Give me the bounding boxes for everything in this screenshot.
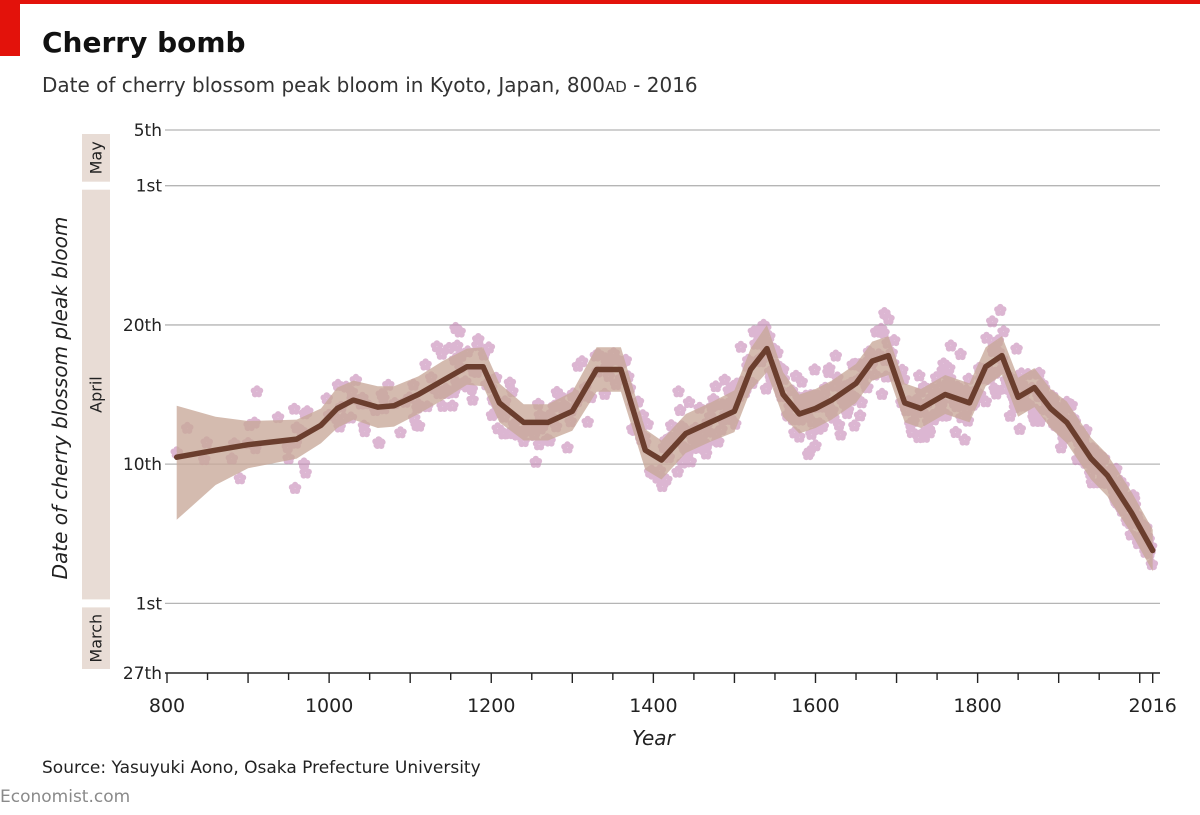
blossom-point	[979, 395, 993, 408]
subtitle-end: - 2016	[626, 73, 698, 97]
confidence-band	[176, 324, 1153, 572]
x-tick-label: 1400	[629, 695, 677, 717]
blossom-point	[682, 395, 696, 409]
x-tick-label: 1200	[467, 695, 515, 717]
blossom-point	[250, 385, 264, 398]
x-axis-title: Year	[632, 726, 677, 750]
blossom-point	[793, 430, 806, 443]
blossom-point	[684, 455, 697, 468]
blossom-point	[949, 425, 963, 439]
y-tick-label: 1st	[136, 177, 163, 197]
blossom-point	[466, 393, 479, 406]
blossom-point	[877, 326, 890, 339]
blossom-point	[848, 419, 861, 432]
blossom-point	[944, 339, 958, 352]
blossom-point	[734, 340, 748, 353]
blossom-point	[288, 402, 301, 415]
blossom-point	[994, 303, 1007, 316]
blossom-point	[954, 347, 967, 361]
x-tick-label: 800	[149, 695, 185, 717]
y-tick-label: 5th	[134, 121, 162, 141]
brand-tag	[0, 0, 20, 56]
y-tick-label: 1st	[136, 594, 163, 614]
blossom-point	[451, 339, 464, 352]
blossom-point	[561, 441, 574, 454]
blossom-point	[980, 331, 993, 344]
blossom-point	[1013, 422, 1026, 435]
blossom-point	[453, 325, 466, 338]
blossom-point	[419, 358, 432, 371]
blossom-point	[394, 426, 407, 439]
y-tick-label: 20th	[123, 316, 162, 336]
subtitle-era: AD	[605, 78, 627, 96]
blossom-point	[299, 466, 312, 479]
blossom-point	[575, 355, 589, 368]
blossom-point	[373, 436, 386, 449]
trend-line	[173, 345, 1156, 554]
blossom-point	[1033, 414, 1047, 427]
blossom-point	[905, 426, 919, 439]
blossom-point	[699, 447, 713, 460]
blossom-point	[882, 312, 895, 325]
blossom-point	[823, 362, 836, 375]
x-tick-label: 2016	[1129, 695, 1177, 717]
blossom-point	[673, 403, 687, 417]
blossom-point	[671, 465, 684, 478]
chart-subtitle: Date of cherry blossom peak bloom in Kyo…	[42, 73, 698, 97]
blossom-point	[923, 426, 937, 439]
top-rule	[0, 0, 1200, 4]
blossom-point	[288, 481, 302, 494]
source-note: Source: Yasuyuki Aono, Osaka Prefecture …	[42, 758, 481, 778]
blossom-point	[581, 415, 594, 428]
blossom-point	[759, 382, 773, 395]
y-tick-label: 27th	[123, 664, 162, 684]
blossom-point	[834, 428, 847, 441]
month-label-may: May	[87, 141, 106, 174]
x-tick-label: 1600	[791, 695, 839, 717]
blossom-point	[808, 363, 821, 376]
subtitle-text: Date of cherry blossom peak bloom in Kyo…	[42, 73, 606, 97]
month-label-april: April	[87, 376, 106, 413]
x-tick-label: 1800	[953, 695, 1001, 717]
chart-title: Cherry bomb	[42, 26, 246, 59]
blossom-point	[482, 341, 496, 354]
blossom-point	[709, 380, 723, 393]
blossom-point	[472, 333, 485, 346]
blossom-point	[412, 419, 426, 432]
blossom-point	[958, 433, 971, 446]
blossom-point	[795, 375, 808, 388]
blossom-point	[875, 387, 889, 400]
blossom-point	[1010, 342, 1023, 355]
y-tick-label: 10th	[123, 455, 162, 475]
month-band-may	[82, 134, 110, 182]
month-label-march: March	[87, 614, 106, 663]
blossom-point	[986, 315, 999, 328]
blossom-point	[853, 409, 867, 422]
blossom-point	[358, 425, 371, 438]
blossom-point	[446, 399, 459, 412]
blossom-point	[913, 369, 926, 382]
month-band-march	[82, 607, 110, 669]
blossom-point	[809, 439, 822, 452]
blossom-point	[997, 325, 1010, 338]
blossom-point	[297, 457, 311, 470]
blossom-point	[829, 349, 843, 362]
blossom-point	[529, 455, 543, 468]
blossom-point	[233, 472, 247, 485]
x-tick-label: 1000	[305, 695, 353, 717]
brand-label: Economist.com	[0, 787, 131, 807]
blossom-point	[672, 385, 685, 398]
y-axis-title: Date of cherry blossom pleak bloom	[48, 217, 72, 580]
month-band-april	[82, 189, 110, 600]
blossom-point	[990, 387, 1003, 400]
